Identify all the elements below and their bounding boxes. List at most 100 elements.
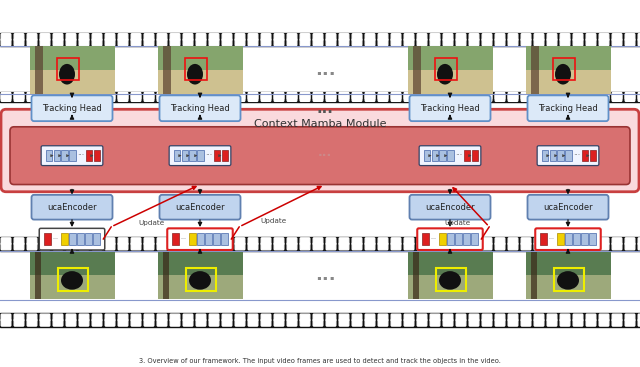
FancyBboxPatch shape (534, 238, 544, 245)
FancyBboxPatch shape (118, 95, 128, 101)
Text: ···: ··· (180, 237, 186, 241)
FancyBboxPatch shape (1, 34, 11, 40)
FancyBboxPatch shape (1, 109, 639, 192)
FancyBboxPatch shape (261, 34, 271, 40)
FancyBboxPatch shape (1, 39, 11, 46)
Bar (29, 275, 115, 299)
FancyBboxPatch shape (638, 95, 640, 101)
FancyBboxPatch shape (547, 243, 557, 250)
FancyBboxPatch shape (417, 228, 483, 250)
FancyBboxPatch shape (40, 34, 50, 40)
FancyBboxPatch shape (430, 314, 440, 321)
Bar (408, 46, 493, 94)
FancyBboxPatch shape (612, 238, 622, 245)
Text: Update: Update (138, 220, 164, 226)
FancyBboxPatch shape (236, 34, 244, 40)
FancyBboxPatch shape (157, 92, 167, 99)
FancyBboxPatch shape (236, 39, 244, 46)
Bar (86, 150, 92, 161)
Bar (58, 268, 88, 291)
FancyBboxPatch shape (105, 314, 115, 321)
FancyBboxPatch shape (443, 92, 453, 99)
FancyBboxPatch shape (625, 95, 635, 101)
FancyBboxPatch shape (157, 243, 167, 250)
FancyBboxPatch shape (53, 39, 63, 46)
FancyBboxPatch shape (339, 34, 349, 40)
Bar (447, 233, 454, 245)
FancyBboxPatch shape (534, 92, 544, 99)
FancyBboxPatch shape (53, 238, 63, 245)
FancyBboxPatch shape (14, 243, 24, 250)
FancyBboxPatch shape (53, 92, 63, 99)
FancyBboxPatch shape (391, 39, 401, 46)
FancyBboxPatch shape (118, 243, 128, 250)
Bar (463, 233, 470, 245)
FancyBboxPatch shape (586, 95, 596, 101)
FancyBboxPatch shape (131, 243, 141, 250)
FancyBboxPatch shape (586, 319, 596, 326)
FancyBboxPatch shape (144, 319, 154, 326)
FancyBboxPatch shape (495, 243, 505, 250)
FancyBboxPatch shape (547, 238, 557, 245)
FancyBboxPatch shape (261, 95, 271, 101)
FancyBboxPatch shape (625, 238, 635, 245)
FancyBboxPatch shape (508, 314, 518, 321)
FancyBboxPatch shape (157, 314, 167, 321)
FancyBboxPatch shape (274, 92, 284, 99)
FancyBboxPatch shape (248, 95, 258, 101)
FancyBboxPatch shape (1, 314, 11, 321)
FancyBboxPatch shape (612, 39, 622, 46)
FancyBboxPatch shape (118, 319, 128, 326)
FancyBboxPatch shape (430, 39, 440, 46)
FancyBboxPatch shape (144, 243, 154, 250)
FancyBboxPatch shape (521, 39, 531, 46)
Bar (157, 46, 243, 94)
Bar (157, 46, 243, 70)
FancyBboxPatch shape (167, 228, 233, 250)
Text: Tracking Head: Tracking Head (538, 104, 598, 113)
FancyBboxPatch shape (378, 39, 388, 46)
FancyBboxPatch shape (79, 95, 89, 101)
FancyBboxPatch shape (274, 34, 284, 40)
Bar (582, 150, 588, 161)
Bar (525, 46, 611, 94)
FancyBboxPatch shape (248, 238, 258, 245)
FancyBboxPatch shape (456, 243, 466, 250)
Bar (550, 150, 556, 161)
FancyBboxPatch shape (159, 195, 241, 219)
FancyBboxPatch shape (40, 92, 50, 99)
FancyBboxPatch shape (495, 319, 505, 326)
FancyBboxPatch shape (14, 92, 24, 99)
FancyBboxPatch shape (443, 314, 453, 321)
FancyBboxPatch shape (612, 95, 622, 101)
FancyBboxPatch shape (40, 39, 50, 46)
Text: Update: Update (260, 218, 286, 224)
Bar (0, 92, 640, 102)
Bar (157, 251, 243, 299)
FancyBboxPatch shape (527, 195, 609, 219)
FancyBboxPatch shape (417, 39, 427, 46)
FancyBboxPatch shape (209, 95, 219, 101)
Bar (29, 70, 115, 94)
FancyBboxPatch shape (170, 238, 180, 245)
Bar (525, 275, 611, 299)
Bar (472, 150, 478, 161)
FancyBboxPatch shape (170, 319, 180, 326)
FancyBboxPatch shape (287, 95, 297, 101)
FancyBboxPatch shape (469, 314, 479, 321)
FancyBboxPatch shape (287, 39, 297, 46)
Bar (408, 46, 493, 70)
FancyBboxPatch shape (339, 95, 349, 101)
FancyBboxPatch shape (300, 34, 310, 40)
Bar (557, 233, 564, 245)
FancyBboxPatch shape (27, 319, 36, 326)
FancyBboxPatch shape (352, 39, 362, 46)
Text: Tracking Head: Tracking Head (42, 104, 102, 113)
FancyBboxPatch shape (404, 39, 414, 46)
FancyBboxPatch shape (404, 314, 414, 321)
Bar (213, 233, 220, 245)
FancyBboxPatch shape (27, 34, 36, 40)
FancyBboxPatch shape (326, 314, 336, 321)
Text: ···: ··· (52, 237, 58, 241)
FancyBboxPatch shape (274, 319, 284, 326)
